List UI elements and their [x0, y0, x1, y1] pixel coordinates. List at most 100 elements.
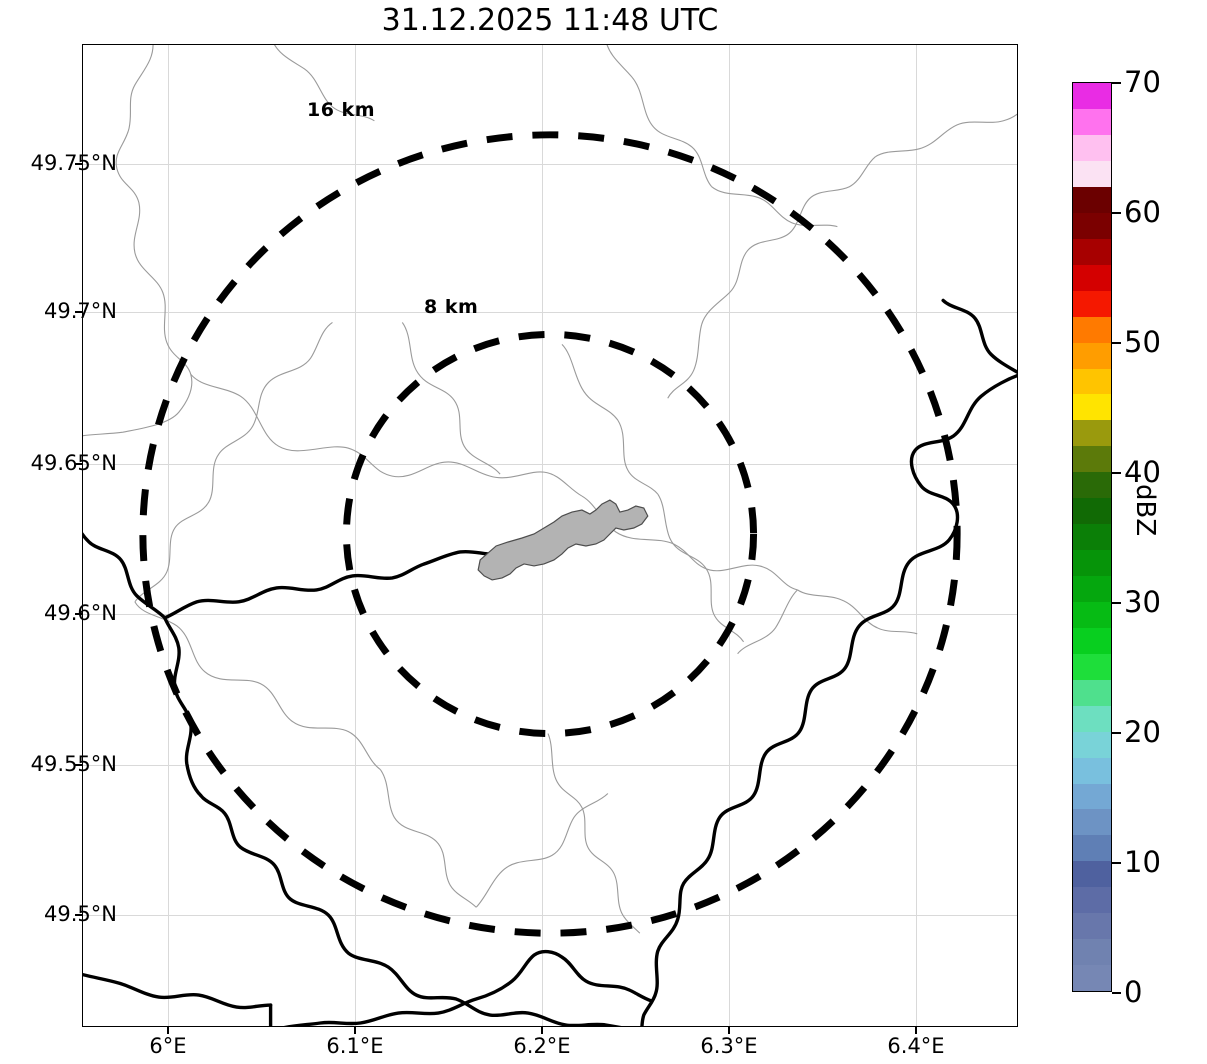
page-title: 31.12.2025 11:48 UTC: [381, 3, 719, 38]
range-ring-label-16km: 16 km: [307, 99, 375, 121]
colorbar-band-23: [1073, 368, 1111, 395]
colorbar-band-16: [1073, 550, 1111, 576]
xtick-label-6.1: 6.1°E: [326, 1034, 384, 1058]
admin-line-mid-vert-2: [657, 493, 745, 643]
ytick-label-49.65: 49.65°N: [30, 451, 117, 475]
xtick-mark-6.3: [728, 1027, 730, 1034]
border-bottom-west: [83, 972, 273, 1010]
xtick-label-6.0: 6°E: [149, 1034, 187, 1058]
ytick-mark-49.55: [75, 764, 82, 766]
colorbar-band-2: [1073, 913, 1111, 940]
gridline-lat-49.55: [83, 765, 1017, 766]
country-border-group: [83, 298, 1017, 1026]
ytick-mark-49.5: [75, 914, 82, 916]
admin-line-west: [134, 321, 333, 603]
colorbar-band-9: [1073, 731, 1111, 758]
xtick-label-6.3: 6.3°E: [700, 1034, 758, 1058]
ytick-label-49.55: 49.55°N: [30, 752, 117, 776]
border-south-plateau-1: [163, 562, 426, 620]
border-bottom-east: [283, 949, 654, 1026]
colorbar-band-27: [1073, 264, 1111, 291]
ytick-label-49.7: 49.7°N: [44, 299, 117, 323]
colorbar-band-28: [1073, 238, 1111, 265]
xtick-mark-6.4: [915, 1027, 917, 1034]
colorbar-label-40: 40: [1124, 455, 1161, 489]
colorbar-band-24: [1073, 342, 1111, 369]
admin-line-nw: [83, 45, 193, 437]
colorbar-tick-70: [1112, 82, 1121, 84]
colorbar-band-30: [1073, 186, 1111, 213]
xtick-label-6.4: 6.4°E: [887, 1034, 945, 1058]
gridline-lat-49.75: [83, 164, 1017, 165]
colorbar-tick-40: [1112, 472, 1121, 474]
gridline-lat-49.65: [83, 464, 1017, 465]
colorbar-band-29: [1073, 212, 1111, 239]
ytick-label-49.5: 49.5°N: [44, 902, 117, 926]
colorbar-band-12: [1073, 653, 1111, 680]
colorbar-band-21: [1073, 420, 1111, 447]
colorbar-tick-30: [1112, 602, 1121, 604]
colorbar-tick-60: [1112, 212, 1121, 214]
border-south-west: [83, 532, 167, 620]
colorbar-band-7: [1073, 783, 1111, 810]
colorbar-tick-20: [1112, 732, 1121, 734]
colorbar-band-20: [1073, 446, 1111, 473]
colorbar-band-25: [1073, 316, 1111, 343]
admin-line-mid-vert: [561, 344, 659, 495]
border-moselle-east: [640, 373, 1017, 1026]
admin-line-s-1: [379, 769, 477, 908]
colorbar-band-22: [1073, 394, 1111, 421]
colorbar-label-20: 20: [1124, 715, 1161, 749]
colorbar-band-17: [1073, 524, 1111, 551]
ytick-label-49.6: 49.6°N: [44, 601, 117, 625]
ytick-mark-49.65: [75, 463, 82, 465]
ytick-mark-49.6: [75, 613, 82, 615]
admin-line-nw-2: [274, 45, 375, 122]
border-north-east-hook: [941, 298, 1017, 374]
map-plot-area[interactable]: 16 km 8 km: [82, 44, 1018, 1027]
admin-line-ne-3: [667, 324, 703, 399]
colorbar-band-1: [1073, 939, 1111, 966]
gridline-lon-6.0: [168, 45, 169, 1026]
colorbar[interactable]: [1072, 82, 1112, 992]
admin-line-n-1: [606, 45, 713, 188]
colorbar-tick-0: [1112, 992, 1121, 994]
admin-boundaries-group: [83, 45, 1017, 934]
colorbar-label-50: 50: [1124, 325, 1161, 359]
colorbar-band-11: [1073, 679, 1111, 706]
admin-line-e-2: [737, 589, 798, 655]
ytick-mark-49.7: [75, 311, 82, 313]
gridline-lon-6.4: [916, 45, 917, 1026]
admin-line-ne: [701, 156, 876, 325]
colorbar-band-15: [1073, 576, 1111, 602]
gridline-lat-49.5: [83, 915, 1017, 916]
colorbar-band-5: [1073, 835, 1111, 862]
gridline-lat-49.7: [83, 312, 1017, 313]
colorbar-tick-50: [1112, 342, 1121, 344]
gridline-lat-49.6: [83, 614, 1017, 615]
range-ring-label-8km: 8 km: [424, 296, 479, 318]
colorbar-band-19: [1073, 472, 1111, 499]
map-vector-layer: [83, 45, 1017, 1026]
colorbar-label-70: 70: [1124, 65, 1161, 99]
xtick-mark-6.1: [354, 1027, 356, 1034]
colorbar-band-6: [1073, 809, 1111, 836]
colorbar-band-26: [1073, 290, 1111, 317]
border-south-east: [199, 793, 622, 1026]
xtick-mark-6.0: [167, 1027, 169, 1034]
colorbar-band-33: [1073, 109, 1111, 136]
highlighted-area-polygon: [477, 499, 649, 581]
colorbar-axis-label: dBZ: [1130, 484, 1160, 537]
admin-line-n-2: [711, 186, 838, 228]
colorbar-label-10: 10: [1124, 845, 1161, 879]
colorbar-band-18: [1073, 498, 1111, 525]
admin-line-central-north: [190, 373, 583, 497]
colorbar-band-14: [1073, 601, 1111, 628]
admin-line-e-1: [797, 589, 918, 635]
colorbar-label-60: 60: [1124, 195, 1161, 229]
colorbar-band-4: [1073, 861, 1111, 888]
colorbar-band-13: [1073, 627, 1111, 654]
colorbar-band-32: [1073, 135, 1111, 161]
admin-line-s-2: [475, 793, 609, 908]
